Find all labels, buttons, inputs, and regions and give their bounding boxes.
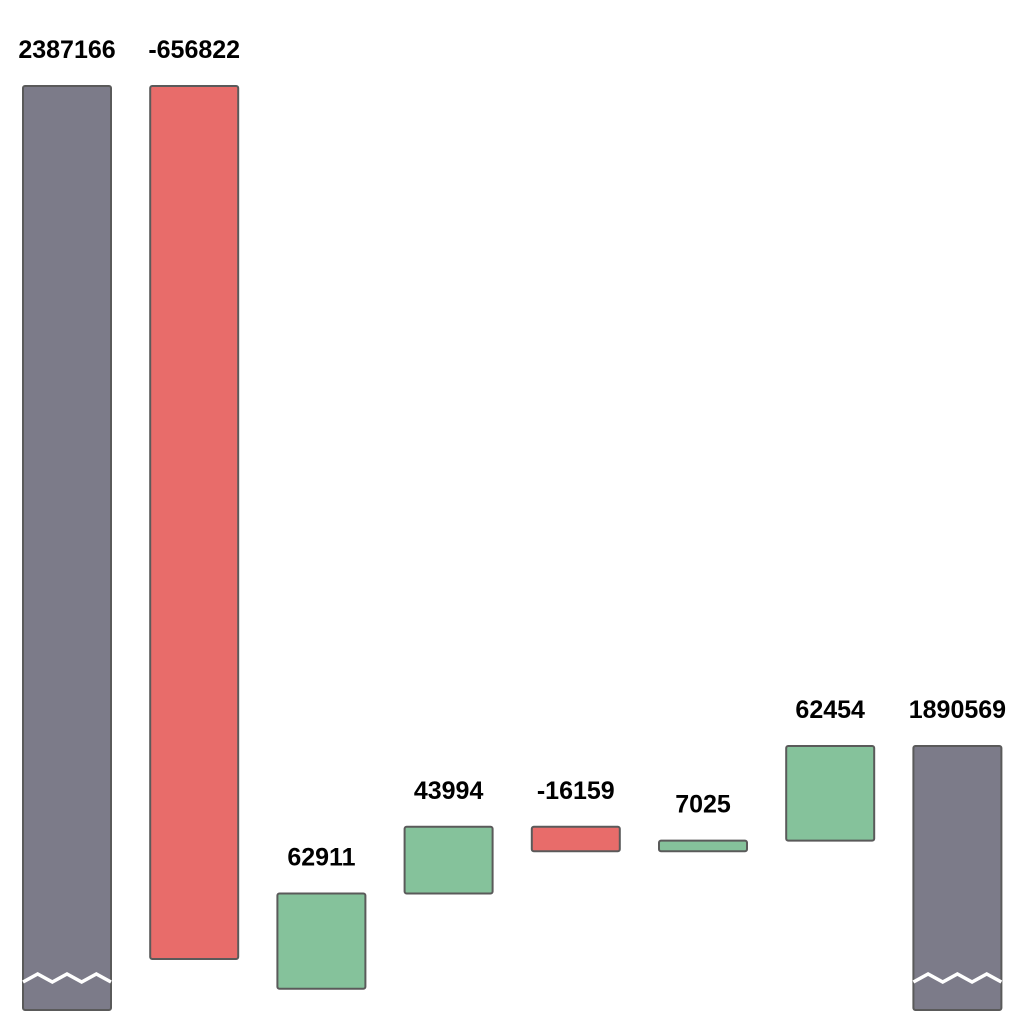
increase-bar [403,825,494,895]
data-label: 62454 [795,696,865,724]
decrease-bar [149,85,240,960]
data-label: -656822 [148,36,240,64]
axis-break-marker [912,972,1003,984]
increase-bar [658,839,748,853]
data-label: -16159 [537,777,615,805]
increase-bar [785,745,876,842]
data-label: 62911 [287,843,355,871]
data-label: 43994 [414,777,484,805]
total-bar [912,745,1003,1011]
total-bar [22,85,112,1011]
axis-break-marker [22,972,112,984]
decrease-bar [530,825,621,853]
data-label: 1890569 [909,696,1006,724]
data-label: 7025 [675,791,731,819]
increase-bar [276,892,367,990]
data-label: 2387166 [18,36,115,64]
